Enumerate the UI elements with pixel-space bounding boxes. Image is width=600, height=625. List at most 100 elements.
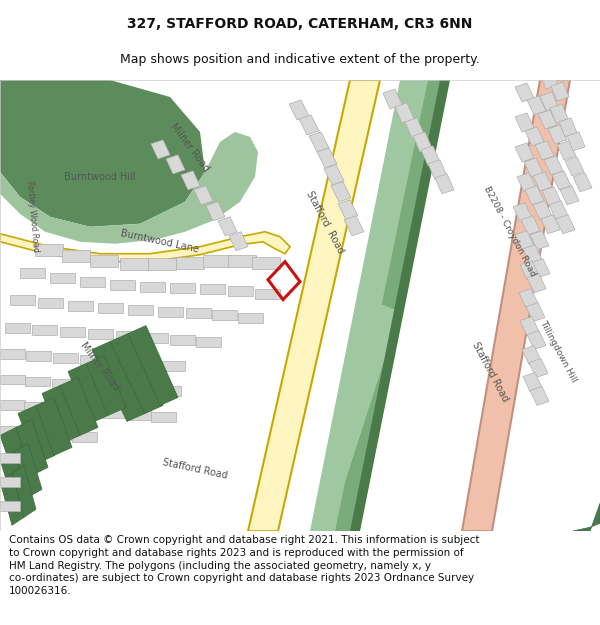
Polygon shape: [170, 334, 195, 344]
Polygon shape: [525, 186, 544, 205]
Polygon shape: [14, 443, 42, 498]
Polygon shape: [544, 156, 563, 175]
Polygon shape: [5, 322, 30, 332]
Polygon shape: [110, 279, 135, 289]
Polygon shape: [527, 96, 546, 115]
Text: Contains OS data © Crown copyright and database right 2021. This information is : Contains OS data © Crown copyright and d…: [9, 535, 479, 596]
Polygon shape: [68, 301, 93, 311]
Polygon shape: [238, 312, 263, 322]
Polygon shape: [557, 141, 576, 160]
Polygon shape: [531, 259, 550, 278]
Polygon shape: [413, 132, 432, 152]
Polygon shape: [520, 261, 539, 279]
Polygon shape: [60, 378, 98, 436]
Polygon shape: [0, 473, 24, 525]
Polygon shape: [107, 356, 132, 366]
Polygon shape: [316, 304, 400, 513]
Polygon shape: [128, 326, 178, 406]
Polygon shape: [134, 359, 159, 369]
Polygon shape: [324, 165, 344, 185]
Polygon shape: [42, 386, 80, 443]
Polygon shape: [523, 245, 542, 264]
Polygon shape: [0, 426, 25, 436]
Polygon shape: [421, 146, 440, 166]
Polygon shape: [68, 364, 108, 423]
Polygon shape: [513, 202, 532, 222]
Polygon shape: [335, 80, 445, 531]
Polygon shape: [0, 232, 290, 262]
Polygon shape: [565, 157, 584, 176]
Polygon shape: [0, 132, 258, 244]
Polygon shape: [572, 503, 600, 531]
Polygon shape: [32, 324, 57, 334]
Polygon shape: [47, 431, 72, 441]
Polygon shape: [35, 244, 63, 256]
Polygon shape: [0, 451, 28, 505]
Polygon shape: [515, 83, 534, 102]
Polygon shape: [18, 406, 55, 463]
Polygon shape: [559, 118, 577, 137]
Polygon shape: [75, 406, 100, 416]
Polygon shape: [203, 255, 231, 267]
Text: B2208 - Croydon Road: B2208 - Croydon Road: [482, 185, 538, 279]
Polygon shape: [26, 351, 51, 361]
Polygon shape: [50, 272, 75, 282]
Polygon shape: [130, 384, 155, 394]
Polygon shape: [344, 216, 364, 236]
Polygon shape: [435, 174, 454, 194]
Polygon shape: [36, 398, 72, 456]
Polygon shape: [529, 359, 548, 378]
Polygon shape: [196, 337, 221, 346]
Polygon shape: [527, 274, 546, 292]
Polygon shape: [0, 478, 20, 488]
Polygon shape: [0, 401, 25, 411]
Polygon shape: [255, 289, 280, 299]
Polygon shape: [229, 232, 248, 251]
Polygon shape: [52, 379, 77, 389]
Polygon shape: [519, 289, 538, 308]
Polygon shape: [540, 92, 558, 111]
Polygon shape: [140, 282, 165, 292]
Polygon shape: [80, 277, 105, 287]
Polygon shape: [515, 231, 534, 250]
Polygon shape: [92, 342, 145, 421]
Text: Stafford Road: Stafford Road: [161, 458, 229, 481]
Polygon shape: [116, 331, 141, 341]
Polygon shape: [160, 361, 185, 371]
Polygon shape: [530, 231, 549, 250]
Polygon shape: [526, 302, 545, 322]
Polygon shape: [530, 386, 549, 406]
Polygon shape: [12, 466, 36, 518]
Polygon shape: [350, 80, 450, 531]
Polygon shape: [60, 327, 85, 337]
Polygon shape: [527, 331, 546, 349]
Polygon shape: [80, 354, 105, 364]
Polygon shape: [0, 428, 33, 483]
Polygon shape: [462, 80, 570, 531]
Text: Stafford  Road: Stafford Road: [304, 189, 346, 255]
Text: Tillingdown Hill: Tillingdown Hill: [538, 319, 578, 384]
Polygon shape: [550, 104, 568, 123]
Polygon shape: [525, 127, 544, 146]
Polygon shape: [522, 346, 541, 364]
Polygon shape: [317, 148, 337, 168]
Polygon shape: [0, 374, 25, 384]
Polygon shape: [212, 309, 237, 319]
Polygon shape: [309, 132, 329, 152]
Polygon shape: [158, 307, 183, 317]
Polygon shape: [151, 412, 176, 422]
Text: Stafford Road: Stafford Road: [470, 340, 510, 403]
Polygon shape: [523, 372, 542, 391]
Polygon shape: [166, 155, 185, 174]
Polygon shape: [541, 215, 560, 234]
Polygon shape: [148, 258, 176, 269]
Polygon shape: [78, 381, 103, 391]
Polygon shape: [248, 80, 380, 531]
Polygon shape: [206, 202, 225, 221]
Polygon shape: [533, 172, 552, 191]
Polygon shape: [16, 419, 48, 476]
Polygon shape: [552, 171, 571, 190]
Polygon shape: [299, 115, 319, 135]
Polygon shape: [0, 80, 205, 227]
Polygon shape: [72, 432, 97, 442]
